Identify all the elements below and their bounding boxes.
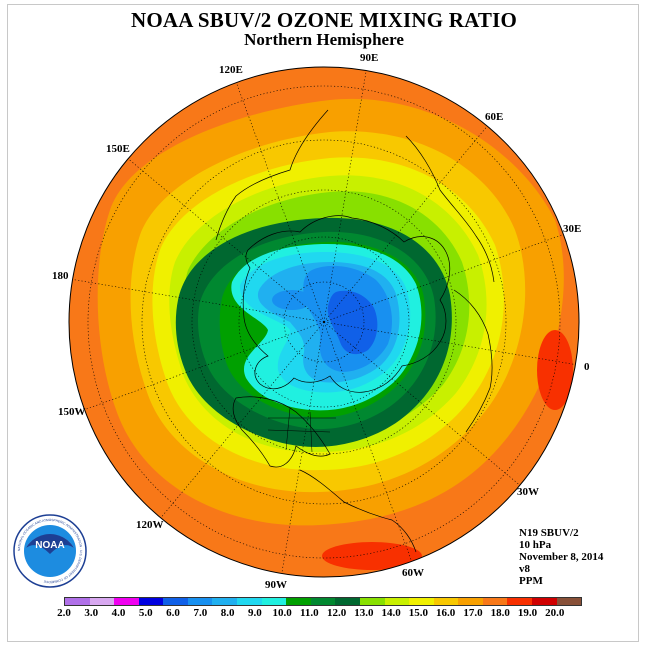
lon-label-150e: 150E xyxy=(106,143,130,155)
color-scale-tick-label: 7.0 xyxy=(193,607,208,619)
color-scale-swatch xyxy=(531,598,557,605)
color-scale-swatch xyxy=(458,598,483,605)
info-version: v8 xyxy=(519,563,530,575)
color-scale-tick-label: 9.0 xyxy=(247,607,262,619)
color-scale-swatch xyxy=(507,598,532,605)
color-scale-tick-label: 13.0 xyxy=(354,607,374,619)
color-scale-swatch xyxy=(359,598,385,605)
lon-label-180: 180 xyxy=(52,270,69,282)
color-scale-swatch xyxy=(114,598,139,605)
map-border xyxy=(68,66,580,578)
color-scale-tick-label: 16.0 xyxy=(436,607,456,619)
color-scale-tick-label: 17.0 xyxy=(463,607,483,619)
lon-label-150w: 150W xyxy=(58,406,86,418)
color-scale-tick-label: 6.0 xyxy=(166,607,180,619)
color-scale-tick-label: 2.0 xyxy=(57,607,71,619)
color-scale-tick-label: 4.0 xyxy=(111,607,126,619)
info-pressure-level: 10 hPa xyxy=(519,539,552,551)
color-scale-tick-label: 5.0 xyxy=(138,607,153,619)
lon-label-60e: 60E xyxy=(485,111,503,123)
color-scale-swatch xyxy=(138,598,164,605)
color-scale-swatch xyxy=(335,598,360,605)
lon-label-120e: 120E xyxy=(219,64,243,76)
color-scale-tick-label: 19.0 xyxy=(517,607,538,619)
color-scale-swatch xyxy=(261,598,287,605)
lon-label-0: 0 xyxy=(584,361,590,373)
contour-19b xyxy=(322,542,422,570)
color-scale-swatch xyxy=(286,598,311,605)
color-scale-tick-label: 11.0 xyxy=(300,607,319,619)
lon-label-30e: 30E xyxy=(563,223,581,235)
figure-frame xyxy=(7,4,639,642)
color-scale-tick-label: 18.0 xyxy=(490,607,510,619)
color-scale-tick-label: 14.0 xyxy=(381,607,401,619)
color-scale-tick-label: 15.0 xyxy=(408,607,429,619)
contour-5 xyxy=(327,290,378,355)
color-scale-tick-label: 8.0 xyxy=(220,607,235,619)
color-scale-swatch xyxy=(482,598,508,605)
lon-label-30w: 30W xyxy=(517,486,539,498)
color-scale-tick-label: 10.0 xyxy=(272,607,292,619)
contour-6b xyxy=(272,290,312,310)
color-scale-ticks: 2.0 3.0 4.0 5.0 6.0 7.0 8.0 9.0 10.0 11.0 12.0 13.0… xyxy=(57,607,582,621)
color-scale-swatch xyxy=(65,598,90,605)
color-scale-swatch xyxy=(212,598,238,605)
color-scale-swatch xyxy=(384,598,410,605)
color-scale-tick-label: 12.0 xyxy=(327,607,347,619)
contour-18b xyxy=(482,472,518,492)
coastlines xyxy=(215,109,495,553)
product-info: N19 SBUV/2 10 hPa November 8, 2014 v8 PP… xyxy=(519,527,603,587)
color-scale-swatch xyxy=(89,598,115,605)
color-scale-swatch xyxy=(163,598,188,605)
color-scale-swatch xyxy=(187,598,213,605)
page-title: NOAA SBUV/2 OZONE MIXING RATIO xyxy=(131,8,517,32)
color-scale-swatch xyxy=(556,598,582,605)
color-scale-swatch xyxy=(237,598,262,605)
info-instrument: N19 SBUV/2 xyxy=(519,527,579,539)
color-scale-swatch xyxy=(409,598,434,605)
lon-label-60w: 60W xyxy=(402,567,424,579)
graticule xyxy=(69,67,579,577)
color-scale-bar xyxy=(64,597,582,606)
page-subtitle: Northern Hemisphere xyxy=(244,30,404,49)
lon-label-90e: 90E xyxy=(360,52,378,64)
ozone-contours xyxy=(69,67,579,577)
noaa-logo-text: NOAA xyxy=(35,540,64,551)
lon-label-120w: 120W xyxy=(136,519,164,531)
color-scale-swatch xyxy=(310,598,336,605)
color-scale-swatch xyxy=(433,598,459,605)
info-date: November 8, 2014 xyxy=(519,551,604,563)
color-scale-tick-label: 3.0 xyxy=(84,607,99,619)
info-units: PPM xyxy=(519,575,543,587)
color-scale-tick-label: 20.0 xyxy=(545,607,565,619)
lon-label-90w: 90W xyxy=(265,579,287,591)
noaa-logo: NOAA NATIONAL OCEANIC AND ATMOSPHERIC AD… xyxy=(13,514,87,588)
